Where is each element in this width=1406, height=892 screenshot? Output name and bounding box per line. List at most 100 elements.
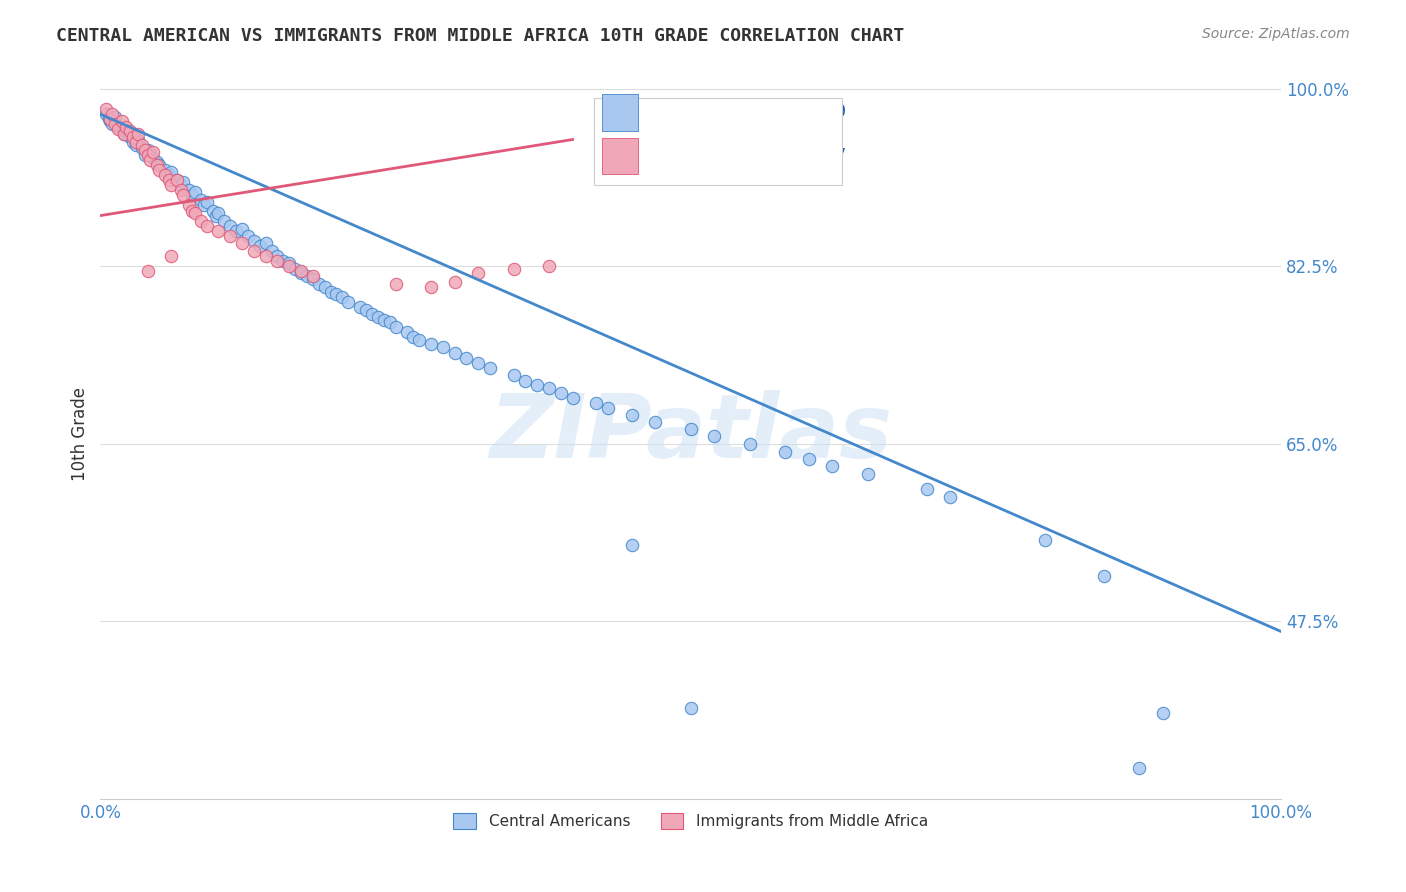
Point (101, 107, 124, 121)
Point (314, 279, 336, 293)
Point (127, 132, 149, 146)
Point (110, 114, 132, 128)
Point (190, 213, 212, 227)
Point (136, 143, 159, 157)
Point (146, 154, 169, 169)
Point (856, 467, 879, 482)
Point (939, 490, 962, 504)
Point (201, 203, 224, 218)
Point (127, 128, 149, 142)
Point (112, 128, 135, 142)
Point (620, 409, 643, 423)
Point (266, 249, 288, 263)
Point (515, 374, 537, 388)
Point (231, 235, 253, 250)
Point (101, 117, 124, 131)
Point (214, 213, 236, 227)
Point (98, 114, 121, 128)
Point (134, 143, 156, 157)
Point (396, 325, 419, 339)
Point (738, 437, 761, 451)
Point (122, 135, 145, 149)
Point (110, 122, 132, 136)
Point (231, 221, 253, 235)
Point (443, 345, 465, 359)
FancyBboxPatch shape (602, 138, 637, 175)
Point (278, 256, 301, 270)
Point (103, 117, 125, 131)
Legend: Central Americans, Immigrants from Middle Africa: Central Americans, Immigrants from Middl… (447, 806, 934, 835)
Point (243, 244, 266, 258)
Point (679, 421, 702, 435)
Point (134, 147, 156, 161)
Point (273, 254, 295, 268)
Point (260, 244, 283, 258)
Point (596, 401, 619, 416)
Point (266, 254, 288, 268)
Point (177, 183, 200, 197)
Point (254, 235, 277, 250)
Point (620, 538, 643, 552)
Point (181, 188, 204, 202)
Point (177, 198, 200, 212)
Point (243, 234, 266, 248)
Point (302, 272, 325, 286)
Point (308, 277, 330, 291)
Text: R =  0.443    N = 47: R = 0.443 N = 47 (645, 147, 846, 165)
Point (219, 228, 242, 243)
Point (537, 381, 560, 395)
Point (1092, 568, 1115, 582)
Point (98, 112, 121, 127)
Point (332, 290, 354, 304)
Point (408, 334, 430, 348)
Point (155, 163, 177, 178)
Point (125, 135, 148, 149)
Point (172, 175, 194, 189)
Point (354, 302, 377, 317)
Point (456, 351, 478, 365)
Point (249, 239, 271, 253)
Point (207, 205, 229, 219)
Point (166, 173, 188, 187)
Text: CENTRAL AMERICAN VS IMMIGRANTS FROM MIDDLE AFRICA 10TH GRADE CORRELATION CHART: CENTRAL AMERICAN VS IMMIGRANTS FROM MIDD… (56, 27, 904, 45)
Point (184, 186, 207, 200)
Point (195, 195, 218, 210)
Point (169, 178, 191, 193)
Point (319, 285, 342, 299)
Point (278, 260, 301, 274)
Point (419, 279, 441, 293)
Point (585, 396, 607, 410)
Point (526, 378, 548, 392)
Text: R = -0.702    N = 99: R = -0.702 N = 99 (645, 103, 846, 121)
Point (502, 368, 524, 382)
Point (96, 102, 118, 116)
Point (142, 145, 165, 159)
Point (295, 269, 318, 284)
Point (384, 320, 406, 334)
Point (193, 198, 215, 212)
Point (169, 183, 191, 197)
Y-axis label: 10th Grade: 10th Grade (72, 386, 89, 481)
Point (679, 700, 702, 714)
Point (797, 452, 820, 467)
Point (703, 428, 725, 442)
Point (155, 168, 177, 182)
Point (160, 249, 183, 263)
Point (148, 163, 170, 178)
Point (373, 313, 395, 327)
Point (325, 286, 347, 301)
Point (136, 147, 159, 161)
Point (467, 356, 489, 370)
Point (184, 205, 207, 219)
FancyBboxPatch shape (593, 98, 842, 186)
Point (1128, 761, 1150, 775)
Point (205, 209, 228, 223)
Point (550, 386, 572, 401)
Point (195, 219, 218, 233)
Point (915, 483, 938, 497)
Point (207, 224, 229, 238)
Point (773, 445, 796, 459)
Point (160, 165, 183, 179)
Point (236, 228, 259, 243)
Point (254, 249, 277, 263)
